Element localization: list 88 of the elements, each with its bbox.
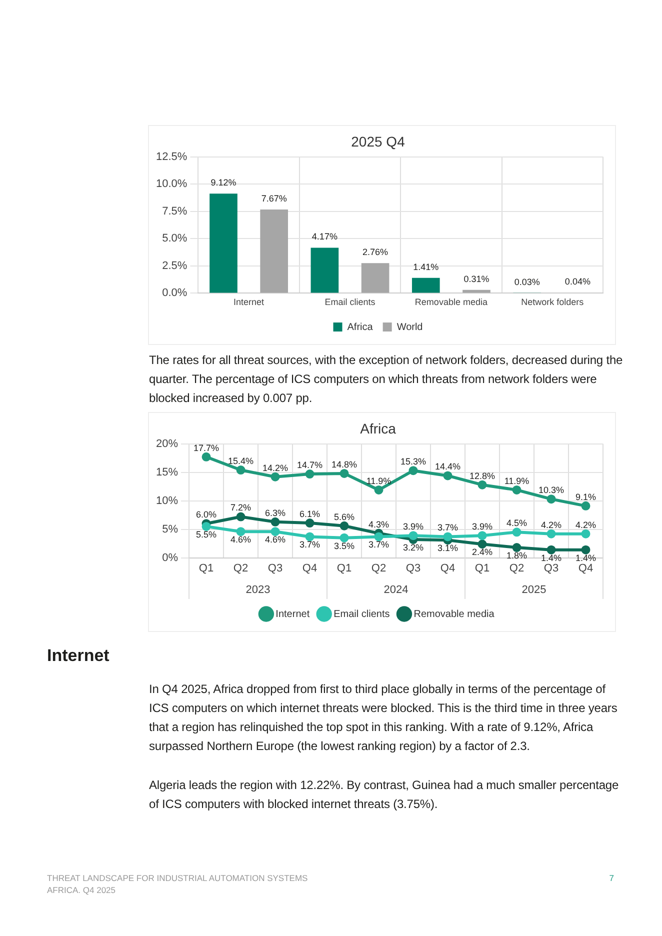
data-label: 14.2%	[262, 462, 288, 473]
data-label: 17.7%	[194, 442, 220, 453]
x-tick-label: Removable media	[414, 297, 488, 308]
data-label: 12.8%	[469, 470, 496, 481]
text: 2023	[246, 584, 270, 596]
data-label: 4.17%	[312, 232, 338, 242]
data-label: 11.9%	[504, 476, 530, 486]
x-tick-label: Q1	[474, 562, 490, 574]
text: THREAT LANDSCAPE FOR INDUSTRIAL AUTOMATION SYSTEMS	[47, 872, 308, 884]
x-tick-label: Email clients	[324, 297, 376, 308]
chart-title: Africa	[360, 420, 396, 436]
data-label: 15.3%	[400, 456, 426, 467]
y-tick-label: 2.5%	[162, 260, 188, 272]
data-label: 3.7%	[368, 540, 390, 550]
chart-title: 2025 Q4	[351, 133, 406, 150]
data-label: 4.5%	[506, 518, 528, 528]
data-label: 9.1%	[575, 492, 596, 502]
data-label: 3.9%	[472, 522, 493, 532]
data-label: 9.12%	[210, 178, 236, 188]
data-label: 6.3%	[265, 508, 286, 518]
data-label: 6.0%	[196, 510, 217, 520]
data-label: 5.5%	[196, 529, 217, 540]
text: 2024	[384, 584, 408, 596]
data-label: 14.7%	[296, 460, 323, 470]
y-tick-label: 7.5%	[162, 205, 188, 218]
x-tick-label: Q2	[371, 562, 386, 574]
data-label: 6.1%	[300, 509, 320, 520]
x-tick-label: Q3	[406, 562, 421, 574]
y-tick-label: 12.5%	[156, 150, 188, 163]
legend-label: Africa	[347, 322, 374, 333]
data-label: 2.76%	[362, 247, 388, 258]
text: AFRICA. Q4 2025	[47, 884, 116, 896]
x-tick-label: Q1	[336, 562, 352, 574]
data-label: 0.04%	[564, 276, 590, 287]
data-label: 3.9%	[403, 522, 424, 532]
legend-label: World	[396, 322, 423, 333]
data-label: 5.6%	[334, 512, 355, 522]
legend-label: Removable media	[414, 608, 495, 620]
x-tick-label: Q3	[268, 562, 283, 574]
data-label: 4.2%	[540, 520, 562, 530]
data-label: 1.4%	[575, 552, 596, 563]
text: The rates for all threat sources, with the exception of network folders, decreased during the quarter. The percentage of ICS computers on which threats from network folders were blocked increased by 0.007 pp.	[149, 352, 624, 407]
x-tick-label: Network folders	[521, 297, 584, 308]
text: Internet	[47, 646, 110, 666]
y-tick-label: 10.0%	[156, 178, 188, 190]
data-label: 1.41%	[413, 262, 439, 272]
x-tick-label: Q4	[302, 562, 318, 574]
x-tick-label: Q4	[578, 562, 594, 574]
data-label: 10.3%	[538, 485, 564, 496]
x-tick-label: Internet	[234, 297, 265, 308]
data-label: 11.9%	[366, 476, 392, 486]
text: 7	[609, 872, 614, 884]
x-tick-label: Q2	[233, 562, 248, 574]
data-label: 3.5%	[334, 540, 355, 551]
legend-label: Internet	[276, 608, 310, 620]
x-tick-label: Q3	[544, 562, 559, 574]
data-label: 7.67%	[261, 193, 287, 204]
x-tick-label: Q1	[198, 562, 214, 574]
text: 2025	[522, 584, 546, 596]
data-label: 4.6%	[230, 534, 252, 545]
y-tick-label: 5%	[162, 523, 178, 536]
text: In Q4 2025, Africa dropped from first to third place globally in terms of the percentage of ICS computers on which internet threats were blocked. This is the third time in three years that a region has relinquished the top spot in this ranking. With a rate of 9.12%, Africa surpassed Northern Europe (the lowest ranking region) by a factor of 2.3.	[149, 681, 618, 755]
y-tick-label: 10%	[156, 494, 178, 507]
data-label: 1.8%	[506, 550, 528, 561]
text: Algeria leads the region with 12.22%. By contrast, Guinea had a much smaller percentage of ICS computers with blocked internet threats (3.75%).	[149, 777, 620, 813]
data-label: 2.4%	[472, 547, 493, 558]
y-tick-label: 0.0%	[162, 287, 188, 300]
data-label: 4.3%	[368, 519, 390, 530]
data-label: 4.6%	[265, 534, 286, 545]
x-tick-label: Q2	[509, 562, 524, 574]
data-label: 7.2%	[230, 502, 252, 513]
data-label: 1.4%	[540, 552, 562, 563]
y-tick-label: 15%	[156, 466, 178, 478]
data-label: 3.2%	[403, 542, 424, 553]
legend-label: Email clients	[334, 608, 390, 620]
data-label: 3.1%	[438, 543, 458, 554]
data-label: 14.8%	[331, 459, 358, 470]
y-tick-label: 5.0%	[162, 232, 188, 245]
y-tick-label: 0%	[162, 552, 178, 564]
data-label: 4.2%	[575, 520, 596, 530]
data-label: 0.03%	[514, 276, 540, 287]
data-label: 15.4%	[228, 456, 254, 466]
x-tick-label: Q4	[440, 562, 456, 574]
data-label: 0.31%	[464, 274, 490, 284]
data-label: 3.7%	[438, 522, 458, 533]
data-label: 3.7%	[300, 540, 320, 550]
data-label: 14.4%	[434, 462, 461, 472]
y-tick-label: 20%	[156, 438, 178, 450]
